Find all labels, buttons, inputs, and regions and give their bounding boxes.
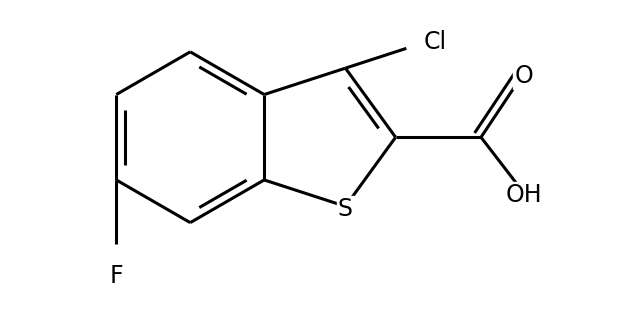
Text: S: S (338, 197, 353, 221)
Text: F: F (109, 264, 123, 288)
Text: Cl: Cl (423, 30, 446, 54)
Text: OH: OH (506, 183, 542, 207)
Text: O: O (515, 64, 533, 88)
